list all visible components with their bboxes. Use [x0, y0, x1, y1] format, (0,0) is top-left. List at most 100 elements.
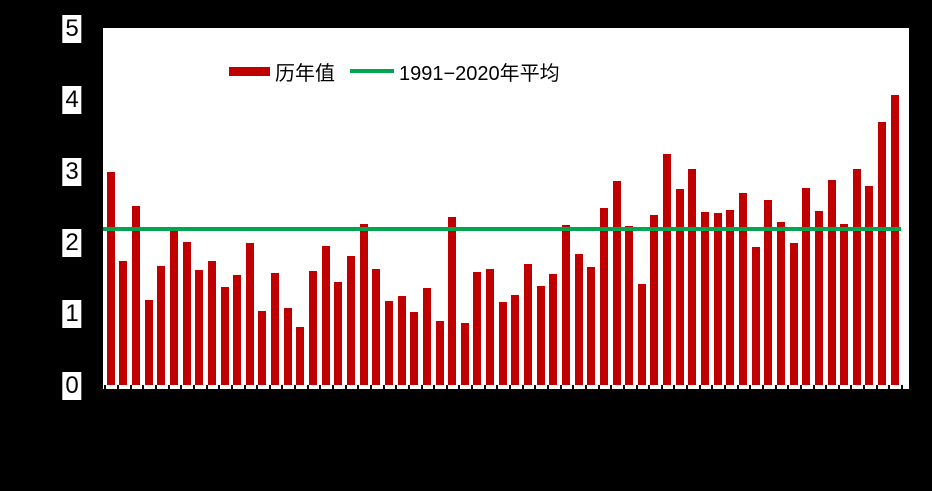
x-axis-tick: [648, 385, 651, 389]
x-axis-tick: [799, 385, 802, 389]
x-axis-tick: [471, 385, 474, 389]
x-axis-tick: [357, 385, 360, 389]
bar: [486, 268, 495, 385]
x-axis-tick: [863, 385, 866, 389]
x-axis-tick: [686, 385, 689, 389]
x-axis-tick: [256, 385, 259, 389]
x-axis-tick: [407, 385, 410, 389]
x-axis-tick: [736, 385, 739, 389]
bar: [359, 223, 368, 385]
bar: [776, 221, 785, 385]
x-axis-tick: [635, 385, 638, 389]
x-axis-tick: [698, 385, 701, 389]
bar: [865, 186, 874, 385]
x-axis-tick: [154, 385, 157, 389]
x-axis-tick: [546, 385, 549, 389]
y-axis-tick-label: 2: [62, 228, 82, 257]
bar: [460, 322, 469, 385]
bar: [422, 288, 431, 385]
bar: [524, 264, 533, 385]
x-axis-tick: [218, 385, 221, 389]
bar: [182, 241, 191, 385]
bar: [195, 270, 204, 385]
x-axis-tick: [610, 385, 613, 389]
bar: [410, 311, 419, 385]
bar: [346, 255, 355, 385]
bar: [245, 243, 254, 385]
bar: [688, 168, 697, 385]
x-axis-tick: [521, 385, 524, 389]
x-axis-tick: [369, 385, 372, 389]
x-axis-tick: [306, 385, 309, 389]
bar: [663, 153, 672, 385]
x-axis-tick: [483, 385, 486, 389]
bar: [612, 181, 621, 385]
x-axis-tick: [850, 385, 853, 389]
x-axis-tick: [445, 385, 448, 389]
bar: [296, 326, 305, 385]
bar: [726, 210, 735, 385]
bar: [878, 122, 887, 385]
x-axis-tick: [761, 385, 764, 389]
x-axis-tick: [205, 385, 208, 389]
x-axis-tick: [458, 385, 461, 389]
bar: [511, 294, 520, 385]
x-axis-tick: [584, 385, 587, 389]
bar: [271, 272, 280, 385]
bar: [169, 230, 178, 385]
bar: [435, 321, 444, 385]
bar: [233, 275, 242, 385]
x-axis-tick: [711, 385, 714, 389]
bar: [132, 206, 141, 385]
bar: [448, 217, 457, 385]
bar: [549, 274, 558, 385]
y-axis-tick-label: 5: [62, 15, 82, 43]
bar: [751, 246, 760, 385]
bar: [890, 95, 899, 385]
x-axis-tick: [243, 385, 246, 389]
legend: 历年值 1991−2020年平均: [229, 58, 560, 85]
y-axis-tick-label: 1: [62, 300, 82, 329]
x-axis-tick: [572, 385, 575, 389]
legend-bar-swatch-icon: [229, 66, 270, 76]
x-axis-tick: [192, 385, 195, 389]
bar: [119, 260, 128, 385]
x-axis-tick: [332, 385, 334, 389]
x-axis-tick: [875, 385, 878, 389]
x-axis-tick: [787, 385, 790, 389]
x-axis-tick: [167, 385, 170, 389]
bar: [498, 301, 507, 385]
x-axis-tick: [724, 385, 726, 389]
x-axis-tick: [496, 385, 499, 389]
bar: [587, 267, 596, 385]
x-axis-tick: [294, 385, 297, 389]
y-axis-tick-label: 3: [62, 157, 82, 186]
x-axis-tick: [825, 385, 828, 389]
x-axis-tick: [395, 385, 398, 389]
x-axis-tick: [837, 385, 840, 389]
legend-line-label: 1991−2020年平均: [399, 62, 560, 85]
bar: [625, 226, 634, 385]
x-axis-tick: [117, 385, 120, 389]
x-axis-tick: [180, 385, 183, 389]
bar: [334, 282, 343, 385]
x-axis-tick: [901, 385, 904, 389]
bar: [397, 295, 406, 385]
bar: [220, 287, 229, 385]
bar: [713, 212, 722, 385]
bar: [283, 307, 292, 385]
bar: [701, 211, 710, 385]
x-axis-tick: [673, 385, 676, 389]
bar: [157, 266, 166, 385]
x-axis-tick: [104, 385, 107, 389]
x-axis-tick: [660, 385, 663, 389]
bar: [309, 270, 318, 385]
x-axis-tick: [268, 385, 271, 389]
x-axis-tick: [319, 385, 322, 389]
bar: [144, 299, 153, 385]
bar: [473, 272, 482, 385]
x-axis-tick: [281, 385, 284, 389]
bar: [637, 283, 646, 385]
x-axis-tick: [509, 385, 512, 389]
bar: [106, 172, 115, 385]
